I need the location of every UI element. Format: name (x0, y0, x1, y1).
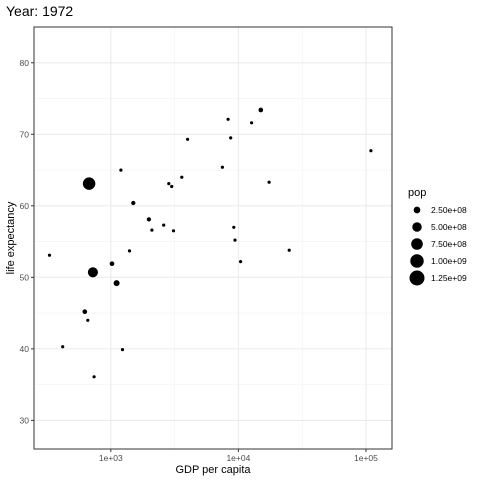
data-point (110, 261, 115, 266)
data-point (167, 182, 170, 185)
x-tick-label: 1e+05 (354, 453, 378, 463)
y-axis-ticks: 30 40 50 60 70 80 (20, 58, 34, 426)
data-point (114, 280, 120, 286)
size-legend: pop 2.50e+08 5.00e+08 7.50e+08 1.00e+09 1.25… (408, 187, 467, 286)
data-point (119, 169, 122, 172)
data-point (268, 181, 271, 184)
data-point (186, 138, 189, 141)
data-point (147, 217, 151, 221)
x-tick-label: 1e+04 (226, 453, 250, 463)
data-point (221, 166, 224, 169)
data-point (128, 249, 131, 252)
legend-entries: 2.50e+08 5.00e+08 7.50e+08 1.00e+09 1.25e+09 (410, 205, 467, 286)
legend-label: 1.25e+09 (431, 273, 467, 283)
data-point (258, 108, 263, 113)
data-point (250, 121, 253, 124)
y-tick-label: 60 (20, 201, 30, 211)
data-point (227, 118, 230, 121)
legend-label: 7.50e+08 (431, 239, 467, 249)
x-tick-label: 1e+03 (99, 453, 123, 463)
data-point (232, 226, 235, 229)
legend-label: 2.50e+08 (431, 205, 467, 215)
data-point (86, 319, 89, 322)
data-point (162, 224, 165, 227)
legend-key (410, 254, 423, 267)
plot-background (34, 27, 392, 449)
data-point (131, 201, 135, 205)
data-point (48, 254, 51, 257)
data-point (93, 375, 96, 378)
data-point (172, 229, 175, 232)
data-point (288, 249, 291, 252)
plot-panel (34, 27, 392, 449)
data-point (150, 229, 153, 232)
y-tick-label: 70 (20, 129, 30, 139)
data-point (229, 136, 232, 139)
legend-key (414, 207, 421, 214)
legend-label: 5.00e+08 (431, 222, 467, 232)
y-tick-label: 80 (20, 58, 30, 68)
x-axis-ticks: 1e+03 1e+04 1e+05 (99, 449, 378, 463)
data-point (121, 348, 124, 351)
data-point (82, 309, 87, 314)
data-point (88, 267, 98, 277)
data-point (239, 260, 242, 263)
data-point (83, 177, 95, 189)
legend-key (411, 238, 423, 250)
y-axis-title: life expectancy (5, 201, 17, 274)
legend-key (410, 271, 425, 286)
legend-key (412, 222, 421, 231)
data-point (233, 239, 236, 242)
y-tick-label: 40 (20, 344, 30, 354)
data-point (170, 185, 173, 188)
chart-title: Year: 1972 (6, 3, 73, 19)
data-point (61, 345, 64, 348)
y-tick-label: 50 (20, 272, 30, 282)
data-point (180, 176, 183, 179)
y-tick-label: 30 (20, 415, 30, 425)
legend-label: 1.00e+09 (431, 256, 467, 266)
x-axis-title: GDP per capita (175, 464, 251, 476)
data-point (369, 149, 372, 152)
legend-title: pop (408, 187, 426, 199)
